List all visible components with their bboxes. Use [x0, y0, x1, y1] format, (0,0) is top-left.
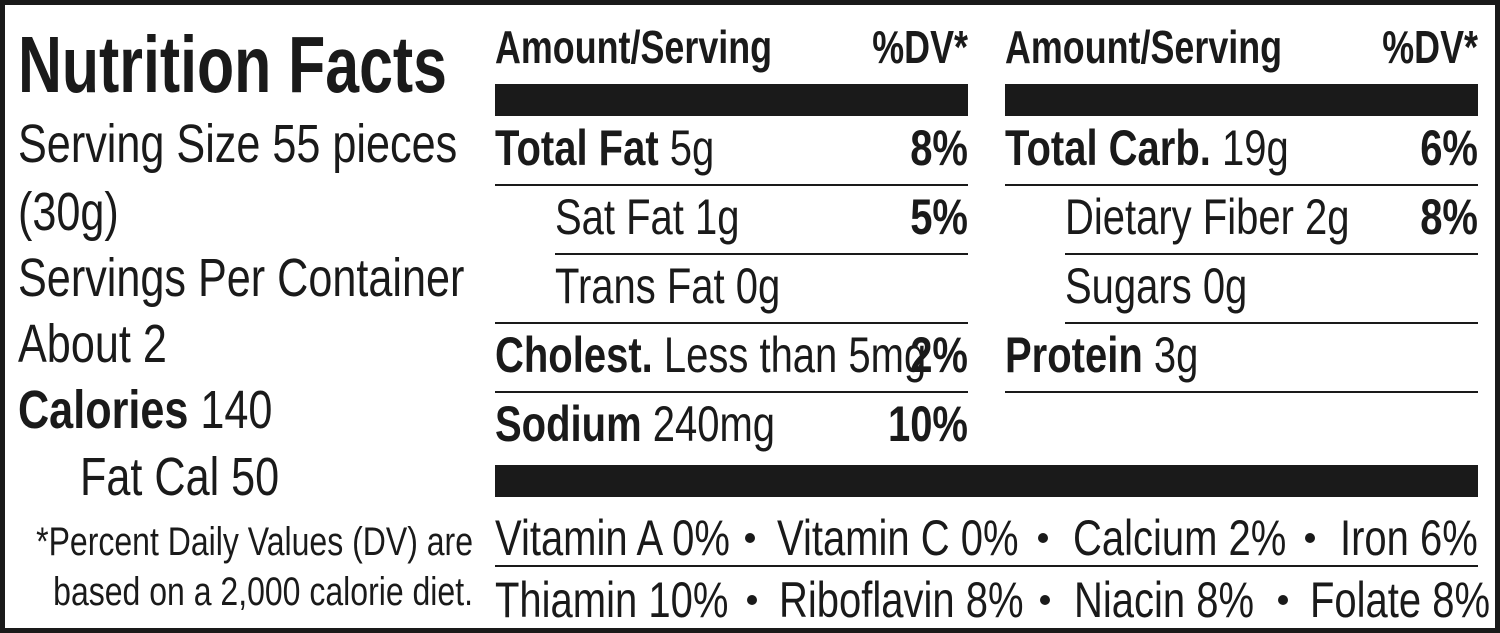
column-header: %DV* — [1382, 22, 1479, 73]
daily-value-part: 10% — [888, 396, 968, 452]
separator-bullet — [1278, 595, 1288, 605]
nutrient-row: Sat Fat 1g — [555, 189, 740, 245]
daily-value-part: 8% — [910, 120, 968, 176]
vitamin-item-part: Calcium 2% — [1073, 510, 1286, 566]
nutrient-row: Sodium 240mg — [495, 396, 775, 452]
serving-line: (30g) — [18, 183, 119, 243]
daily-value-part: 2% — [910, 327, 968, 383]
column-header-part: %DV* — [872, 22, 969, 73]
vitamin-item: Vitamin C 0% — [777, 510, 1019, 566]
header-bar — [1005, 84, 1478, 116]
nutrient-row-part: 19g — [1211, 120, 1289, 176]
vitamin-item-part: Thiamin 10% — [495, 572, 728, 628]
nutrient-row: Trans Fat 0g — [555, 258, 780, 314]
title-part: Nutrition Facts — [18, 21, 447, 110]
daily-value-part: 5% — [910, 189, 968, 245]
fat-calories-part: Fat Cal 50 — [80, 448, 279, 508]
nutrient-row-part: Sodium — [495, 396, 642, 452]
column-header-part: %DV* — [1382, 22, 1479, 73]
column-header: Amount/Serving — [1005, 22, 1282, 73]
serving-line-part: About 2 — [18, 315, 167, 375]
footnote-part: *Percent Daily Values (DV) are — [36, 519, 473, 564]
nutrient-row-part: Less than 5mg — [653, 327, 926, 383]
nutrient-row: Total Carb. 19g — [1005, 120, 1289, 176]
title: Nutrition Facts — [18, 21, 447, 110]
nutrient-row: Cholest. Less than 5mg — [495, 327, 926, 383]
nutrient-row-part: Dietary Fiber 2g — [1065, 189, 1349, 245]
fat-calories: Fat Cal 50 — [80, 448, 279, 508]
vitamin-bar — [495, 465, 1478, 497]
daily-value-part: 6% — [1420, 120, 1478, 176]
footnote: based on a 2,000 calorie diet. — [53, 569, 473, 614]
daily-value-part: 8% — [1420, 189, 1478, 245]
serving-line: Servings Per Container — [18, 249, 464, 309]
serving-line: About 2 — [18, 315, 167, 375]
separator-bullet — [1305, 533, 1315, 543]
nutrient-row-part: 3g — [1143, 327, 1199, 383]
separator-bullet — [1038, 533, 1048, 543]
daily-value: 8% — [1420, 189, 1478, 245]
column-header: Amount/Serving — [495, 22, 772, 73]
vitamin-item: Calcium 2% — [1073, 510, 1286, 566]
separator-bullet — [747, 595, 757, 605]
vitamin-item: Folate 8% — [1310, 572, 1490, 628]
serving-line-part: Servings Per Container — [18, 249, 464, 309]
calories-part: 140 — [188, 381, 272, 441]
vitamin-item: Iron 6% — [1340, 510, 1478, 566]
vitamin-item: Vitamin A 0% — [495, 510, 730, 566]
vitamin-item-part: Riboflavin 8% — [779, 572, 1024, 628]
nutrient-row-part: Protein — [1005, 327, 1143, 383]
vitamin-item: Riboflavin 8% — [779, 572, 1024, 628]
nutrient-row-part: 240mg — [642, 396, 775, 452]
nutrient-row: Sugars 0g — [1065, 258, 1247, 314]
header-bar — [495, 84, 968, 116]
nutrient-row-part: Total Carb. — [1005, 120, 1211, 176]
nutrient-row-part: Sugars 0g — [1065, 258, 1247, 314]
daily-value: 6% — [1420, 120, 1478, 176]
vitamin-item: Niacin 8% — [1074, 572, 1254, 628]
calories-part: Calories — [18, 381, 188, 441]
separator-bullet — [745, 533, 755, 543]
vitamin-item-part: Iron 6% — [1340, 510, 1478, 566]
nutrient-row-part: Trans Fat 0g — [555, 258, 780, 314]
column-header-part: Amount/Serving — [1005, 22, 1282, 73]
nutrient-row: Dietary Fiber 2g — [1065, 189, 1349, 245]
daily-value: 8% — [910, 120, 968, 176]
vitamin-item-part: Niacin 8% — [1074, 572, 1254, 628]
daily-value: 2% — [910, 327, 968, 383]
column-header: %DV* — [872, 22, 969, 73]
column-header-part: Amount/Serving — [495, 22, 772, 73]
nutrient-row-part: 5g — [659, 120, 715, 176]
footnote-part: based on a 2,000 calorie diet. — [53, 569, 473, 614]
calories: Calories 140 — [18, 381, 272, 441]
nutrient-row-part: Cholest. — [495, 327, 653, 383]
vitamin-item-part: Vitamin A 0% — [495, 510, 730, 566]
nutrient-row-part: Total Fat — [495, 120, 659, 176]
nutrient-row: Protein 3g — [1005, 327, 1198, 383]
footnote: *Percent Daily Values (DV) are — [36, 519, 473, 564]
separator-bullet — [1040, 595, 1050, 605]
daily-value: 10% — [888, 396, 968, 452]
vitamin-item-part: Vitamin C 0% — [777, 510, 1019, 566]
serving-line-part: (30g) — [18, 183, 119, 243]
daily-value: 5% — [910, 189, 968, 245]
nutrient-row-part: Sat Fat 1g — [555, 189, 740, 245]
nutrient-row: Total Fat 5g — [495, 120, 714, 176]
vitamin-item-part: Folate 8% — [1310, 572, 1490, 628]
vitamin-item: Thiamin 10% — [495, 572, 728, 628]
serving-line-part: Serving Size 55 pieces — [18, 115, 457, 175]
serving-line: Serving Size 55 pieces — [18, 115, 457, 175]
